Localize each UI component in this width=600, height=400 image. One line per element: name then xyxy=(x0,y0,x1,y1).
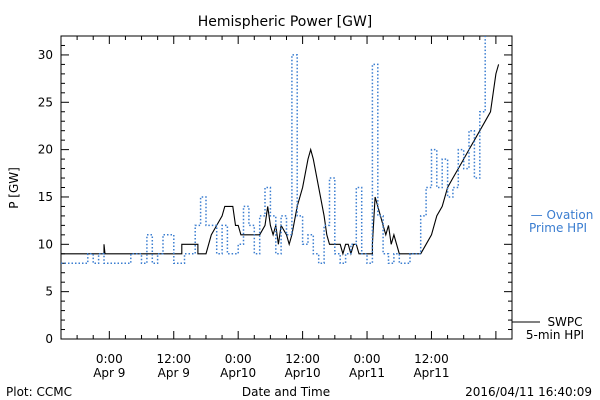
y-tick-label: 25 xyxy=(38,95,53,109)
timestamp: 2016/04/11 16:40:09 xyxy=(465,385,592,399)
y-axis-label: P [GW] xyxy=(7,167,21,209)
series-swpc-5min-hpi-line xyxy=(61,64,500,256)
y-tick-label: 20 xyxy=(38,143,53,157)
y-tick-label: 10 xyxy=(38,237,53,251)
y-tick-label: 5 xyxy=(45,285,53,299)
x-tick-label-time: 0:00 xyxy=(225,352,252,366)
x-axis-label: Date and Time xyxy=(242,385,330,399)
x-tick-label-date: Apr11 xyxy=(413,366,449,380)
x-tick-label-date: Apr10 xyxy=(285,366,321,380)
plot-frame xyxy=(60,35,513,340)
series-layer xyxy=(61,36,500,265)
x-tick-label-date: Apr10 xyxy=(220,366,256,380)
y-tick-label: 30 xyxy=(38,48,53,62)
legend-ovation-line1: — Ovation xyxy=(531,208,594,222)
plot-credit: Plot: CCMC xyxy=(6,385,72,399)
x-tick-label-time: 0:00 xyxy=(354,352,381,366)
x-tick-label-date: Apr 9 xyxy=(93,366,125,380)
chart-title: Hemispheric Power [GW] xyxy=(198,14,373,30)
x-tick-label-time: 12:00 xyxy=(414,352,449,366)
y-tick-label: 0 xyxy=(45,332,53,346)
x-tick-label-time: 12:00 xyxy=(285,352,320,366)
legend-swpc-line2: 5-min HPI xyxy=(526,328,584,342)
x-tick-label-date: Apr11 xyxy=(349,366,385,380)
y-tick-label: 15 xyxy=(38,190,53,204)
x-tick-label-time: 0:00 xyxy=(96,352,123,366)
x-tick-label-date: Apr 9 xyxy=(158,366,190,380)
x-tick-label-time: 12:00 xyxy=(156,352,191,366)
legend-ovation-line2: Prime HPI xyxy=(529,221,587,235)
legend-swpc-line1: SWPC xyxy=(547,315,582,329)
series-ovation-prime-hpi-line xyxy=(61,36,486,265)
y-axis-ticks: 0 5 10 15 20 25 30 xyxy=(38,44,512,346)
